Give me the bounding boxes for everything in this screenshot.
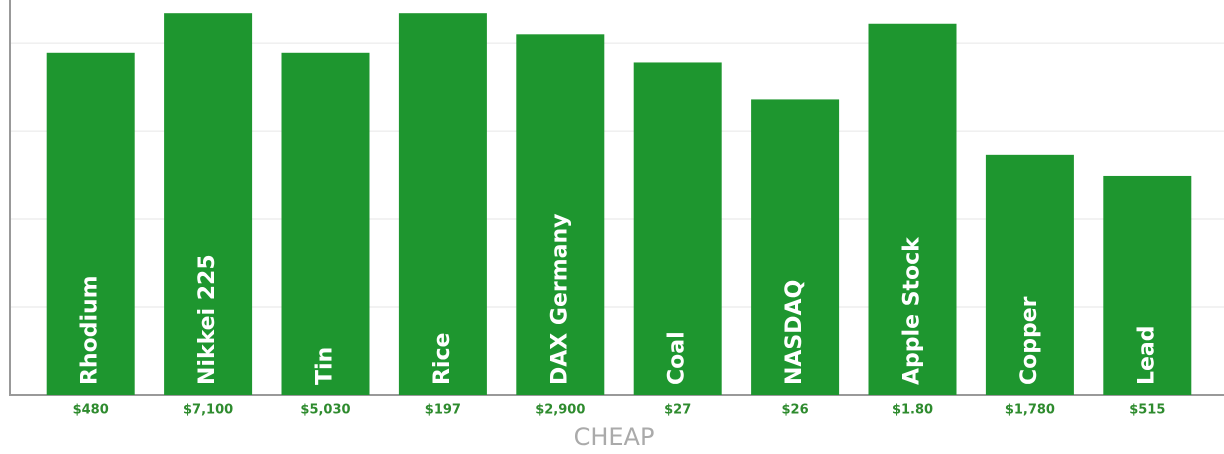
- bar: [633, 62, 722, 395]
- price-label: $480: [73, 403, 109, 418]
- bar: [868, 23, 957, 396]
- bar-label: Tin: [313, 347, 338, 385]
- bar-label: Lead: [1134, 325, 1159, 385]
- price-label: $5,030: [300, 403, 350, 418]
- bar-label: Rhodium: [78, 275, 103, 385]
- bar-label: Apple Stock: [900, 236, 925, 385]
- x-axis-label: CHEAP: [574, 423, 655, 450]
- bar-label: Rice: [430, 333, 455, 385]
- bar: [1103, 175, 1192, 395]
- bar-label: Nikkei 225: [195, 254, 220, 385]
- price-label: $197: [425, 403, 461, 418]
- bar-label: DAX Germany: [547, 213, 572, 385]
- bar: [398, 13, 487, 396]
- price-label: $27: [664, 403, 691, 418]
- price-label: $26: [782, 403, 809, 418]
- bar: [985, 154, 1074, 395]
- bar-label: NASDAQ: [782, 280, 807, 385]
- bar: [46, 52, 135, 395]
- bar: [164, 13, 253, 396]
- bar-label: Coal: [665, 331, 690, 385]
- price-label: $1.80: [892, 403, 933, 418]
- bar-label: Copper: [1017, 296, 1042, 385]
- bar: [281, 52, 370, 395]
- price-label: $515: [1129, 403, 1165, 418]
- price-label: $7,100: [183, 403, 233, 418]
- bar: [516, 34, 605, 396]
- price-label: $2,900: [535, 403, 585, 418]
- price-label: $1,780: [1005, 403, 1055, 418]
- bar: [751, 99, 840, 396]
